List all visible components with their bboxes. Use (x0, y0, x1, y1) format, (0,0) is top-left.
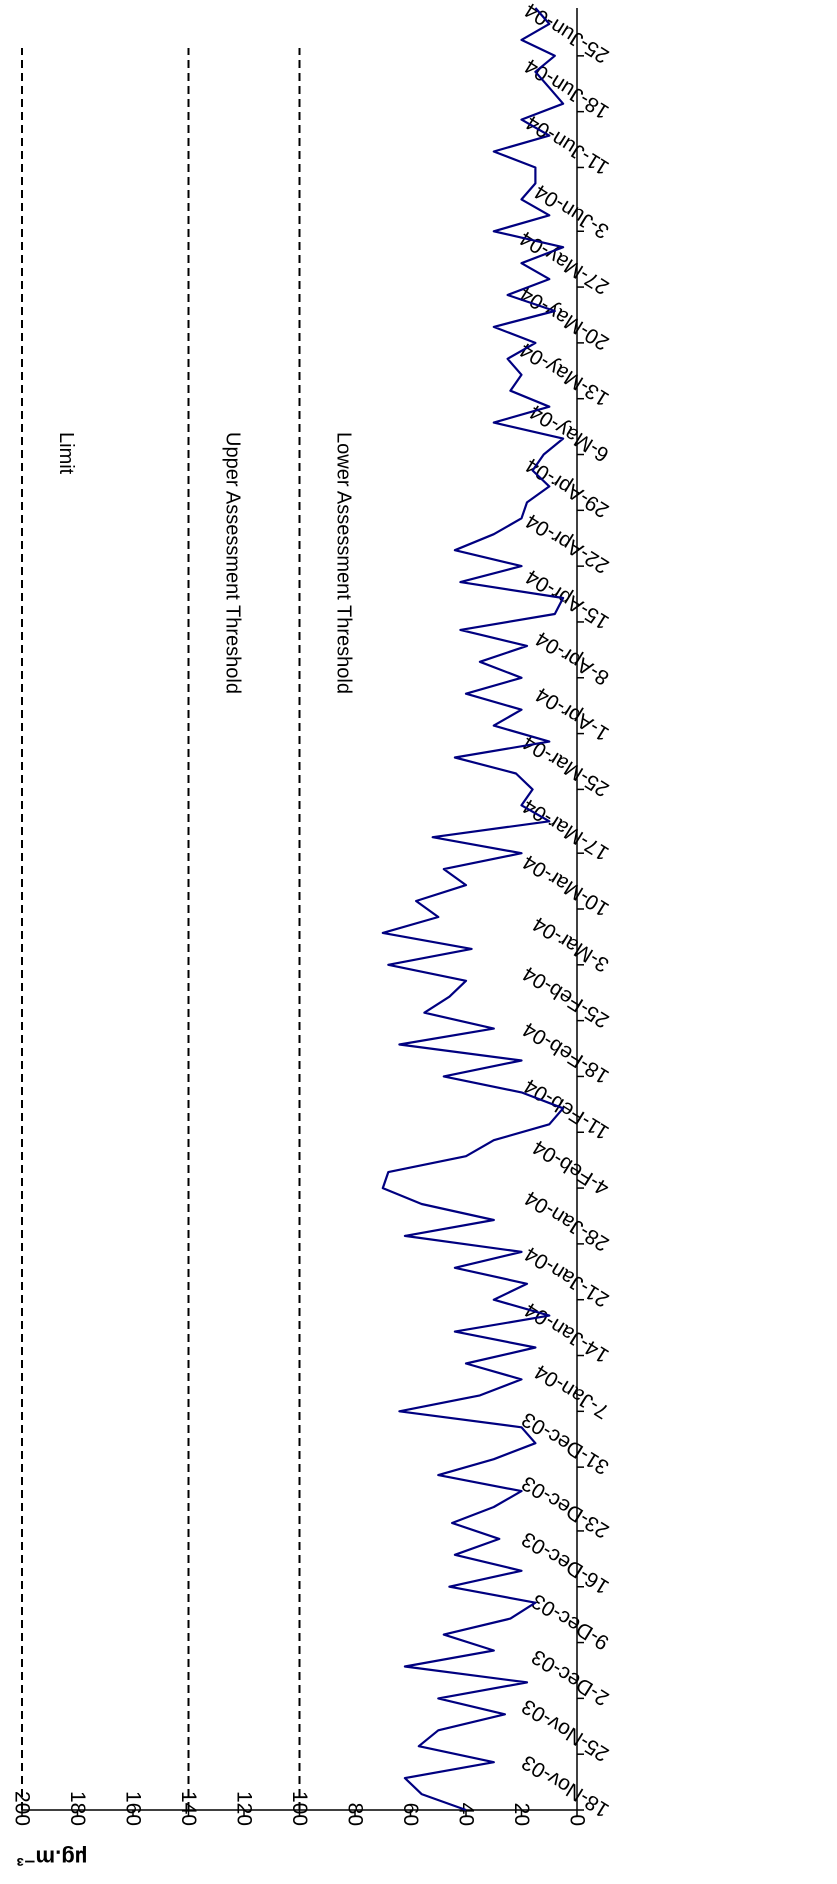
reference-label-2: Lower Assessment Threshold (333, 432, 355, 694)
date-tick-label-19: 1-Apr-04 (531, 682, 613, 745)
date-tick-label-20: 8-Apr-04 (531, 627, 613, 690)
value-tick-label-8: 160 (122, 1791, 145, 1826)
y-axis-title: µg.m⁻³ (17, 1846, 88, 1871)
series-line-0 (381, 7, 565, 1812)
value-tick-label-4: 80 (344, 1803, 367, 1826)
value-tick-label-3: 60 (399, 1803, 422, 1826)
value-tick-label-6: 120 (233, 1791, 256, 1826)
date-tick-label-7: 7-Jan-04 (530, 1359, 613, 1423)
value-tick-label-0: 0 (566, 1814, 589, 1826)
reference-label-1: Upper Assessment Threshold (222, 432, 244, 694)
value-tick-label-1: 20 (510, 1803, 533, 1826)
reference-label-0: Limit (55, 432, 77, 475)
value-tick-label-9: 180 (66, 1791, 89, 1826)
